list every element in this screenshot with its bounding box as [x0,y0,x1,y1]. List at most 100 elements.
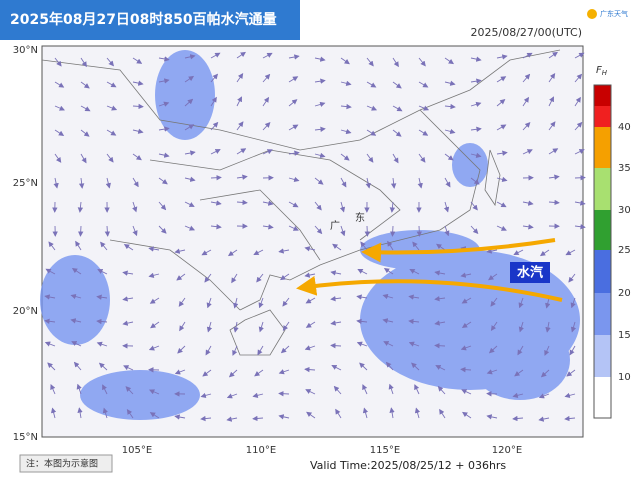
wind-arrow [206,297,212,309]
wind-arrow [470,225,479,235]
wind-arrow [418,105,430,111]
wind-arrow [48,241,56,251]
colorbar-label: 10 [618,372,631,383]
province-label: 广 [330,220,340,232]
wind-arrow [444,153,454,161]
wind-arrow [330,270,342,276]
wind-arrow [460,366,472,373]
wind-arrow [340,128,352,135]
wind-arrow [262,52,273,59]
colorbar: FH 40 35 30 25 20 15 10 [593,65,631,419]
wind-arrow [184,124,195,131]
wind-arrow [258,297,264,309]
wind-arrow [392,57,399,68]
wind-arrow [365,177,371,189]
wind-arrow [132,201,138,213]
wind-arrow [564,392,576,399]
wind-arrow [496,124,507,131]
flow-arrow [296,275,563,302]
wind-arrow [77,407,83,419]
wind-arrow [278,248,290,254]
wind-arrow [262,122,271,131]
wind-arrow [314,152,326,159]
wind-arrow [314,126,326,133]
wind-arrow [80,153,87,164]
wind-arrow [201,249,212,256]
wind-arrow [470,78,482,84]
wind-arrow [390,177,397,189]
wind-arrow [304,272,316,278]
wind-arrow [210,149,221,155]
wind-arrow [184,54,196,60]
wind-arrow [262,200,274,206]
wind-arrow [288,99,298,107]
wind-arrow [288,201,299,208]
wind-arrow [288,176,300,183]
wind-arrow [522,73,531,83]
wind-arrow [305,297,316,304]
colorbar-label: 15 [618,330,631,341]
wind-arrow [77,201,84,213]
wind-arrow [314,78,326,84]
wind-arrow [76,383,82,395]
wind-arrow [574,121,583,131]
wind-arrow [233,297,239,309]
wind-arrow [522,149,533,155]
wind-arrow [496,150,508,156]
wind-arrow [416,225,422,237]
wind-arrow [288,150,300,156]
wind-arrow [392,81,402,89]
wind-arrow [564,415,576,422]
wind-arrow [262,96,270,107]
wind-arrow [408,294,420,300]
wind-arrow [45,268,56,275]
wind-arrow [304,246,316,252]
wind-arrow [202,369,212,377]
wind-arrow [236,199,248,206]
wind-arrow [574,149,585,155]
wind-arrow [356,318,368,325]
note-box [19,454,113,473]
wind-arrow [460,272,472,278]
wind-arrow [568,273,576,283]
wind-arrow [392,105,403,112]
wind-arrow [538,393,550,399]
wind-arrows [44,51,586,422]
wind-arrow [227,249,238,257]
wind-arrow [340,103,352,110]
wind-arrow [570,297,576,309]
title-bar [0,0,300,40]
wind-arrow [262,224,274,230]
wind-arrow [330,320,342,326]
wind-arrow [254,369,264,377]
wind-arrow [236,73,244,83]
wind-arrow [53,177,59,189]
wind-arrow [210,200,222,206]
wind-arrow [305,321,316,328]
wind-arrow [522,122,531,131]
wind-arrow [236,96,242,107]
wind-arrow [522,52,533,59]
wind-arrow [204,273,212,283]
wind-arrow [314,177,324,185]
wind-arrow [280,273,290,281]
wind-arrow [522,96,530,107]
wind-arrow [335,408,342,419]
wind-arrow [126,409,134,419]
wind-arrow [314,201,322,211]
wind-arrow [496,54,508,60]
wind-arrow [412,241,420,251]
wind-arrow [80,129,90,137]
wind-arrow [75,240,82,251]
wind-arrow [253,249,264,255]
wind-arrow [566,369,576,377]
wind-arrow [179,321,186,332]
colorbar-label: 40 [618,122,631,133]
wind-arrow [439,408,446,419]
wind-arrow [44,294,56,300]
wind-arrow [232,345,238,356]
wind-arrow [486,248,498,254]
wind-arrow [574,200,586,206]
wind-arrow [443,201,450,213]
wind-arrow [158,56,170,62]
